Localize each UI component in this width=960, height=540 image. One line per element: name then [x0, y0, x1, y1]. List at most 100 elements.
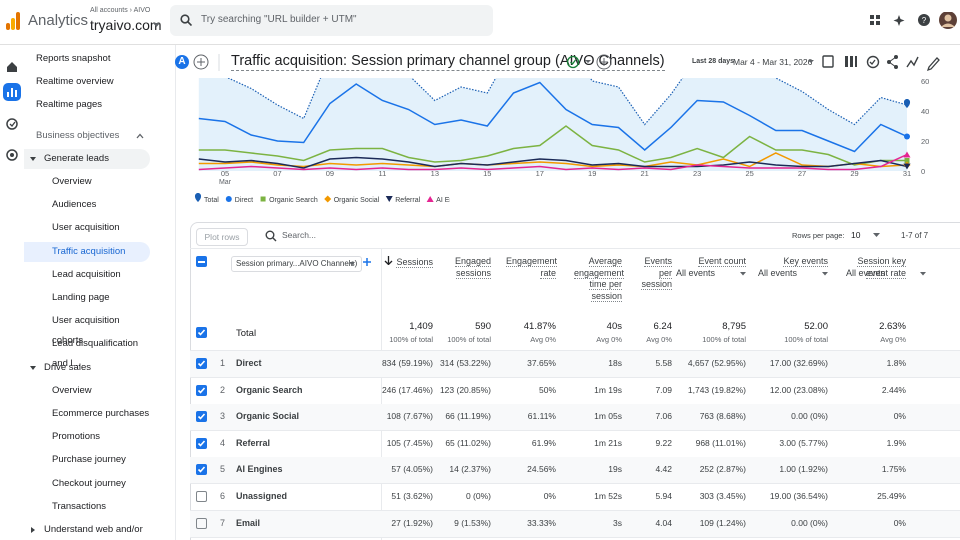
nav-link[interactable]: User acquisition — [52, 222, 120, 234]
row-checkbox-checked[interactable] — [196, 384, 207, 396]
group-caret[interactable] — [30, 365, 36, 371]
dimension-caret[interactable] — [349, 262, 356, 267]
column-header[interactable]: Session key event rate — [836, 256, 906, 279]
column-header[interactable]: Average engagement time per session — [574, 256, 625, 302]
header-icons[interactable]: ? — [868, 12, 958, 32]
user-avatar[interactable]: A — [178, 56, 186, 67]
title-actions[interactable] — [565, 53, 615, 71]
rows-per-page-caret[interactable] — [873, 233, 881, 239]
table-divider — [190, 248, 960, 249]
column-header[interactable]: Engaged sessions — [441, 256, 491, 279]
report-title: Traffic acquisition: Session primary cha… — [231, 53, 665, 71]
cell-value: 763 (8.68%) — [699, 411, 746, 422]
cell-value: 19s — [608, 464, 622, 475]
cell-value: 24.56% — [527, 464, 556, 475]
column-label[interactable]: Engaged sessions — [454, 256, 491, 279]
dimension-selector-box[interactable] — [231, 256, 362, 272]
nav-link[interactable]: Transactions — [52, 500, 107, 512]
column-header[interactable]: Sessions — [363, 256, 433, 269]
nav-link[interactable]: Ecommerce purchases — [52, 408, 150, 419]
row-checkbox-checked[interactable] — [196, 464, 207, 476]
row-checkbox-checked[interactable] — [196, 358, 207, 369]
total-value: 2.63% — [879, 321, 906, 332]
column-header[interactable]: Engagement rate — [506, 256, 558, 279]
nav-link[interactable]: Realtime overview — [36, 76, 114, 88]
nav-link[interactable]: Audiences — [52, 199, 97, 211]
date-label[interactable]: Last 28 days — [692, 58, 735, 65]
section-chevron[interactable] — [136, 133, 144, 139]
table-row[interactable] — [190, 351, 960, 377]
metric-selector[interactable]: All events — [846, 268, 886, 278]
nav-section[interactable]: Business objectives — [36, 129, 120, 141]
property-selector[interactable]: tryaivo.com — [90, 17, 162, 33]
nav-link[interactable]: Lead acquisition — [52, 268, 121, 280]
total-value: 8,795 — [722, 321, 746, 332]
table-row[interactable] — [190, 457, 960, 484]
column-label[interactable]: Events per session — [641, 256, 672, 290]
nav-link[interactable]: Realtime pages — [36, 99, 103, 111]
cell-value: 17.00 (32.69%) — [769, 358, 828, 368]
nav-link[interactable]: Purchase journey — [52, 454, 126, 466]
column-label[interactable]: Engagement rate — [506, 256, 558, 279]
nav-link-selected[interactable]: Traffic acquisition — [24, 241, 150, 262]
nav-link[interactable]: Overview — [52, 384, 92, 396]
cell-value: 3.00 (5.77%) — [779, 437, 828, 448]
plot-rows-button[interactable]: Plot rows — [196, 228, 248, 246]
nav-group[interactable]: Understand web and/or app t... — [44, 524, 143, 535]
y-tick-label: 0 — [921, 167, 925, 176]
nav-group[interactable]: Generate leads — [24, 148, 150, 169]
metric-selector[interactable]: All events — [676, 268, 716, 278]
dimension-selector[interactable]: Session primary...AIVO Channels) — [236, 259, 358, 268]
nav-group[interactable]: Drive sales — [44, 361, 91, 373]
column-label[interactable]: Average engagement time per session — [574, 256, 625, 302]
row-checkbox[interactable] — [196, 517, 207, 529]
nav-link[interactable]: User acquisition cohorts — [52, 315, 120, 347]
nav-link[interactable]: Lead disqualification and l... — [52, 338, 139, 370]
select-all-checkbox[interactable] — [196, 256, 207, 267]
nav-link[interactable]: Overview — [52, 176, 92, 187]
cell-value: 1.9% — [886, 437, 906, 448]
column-header[interactable]: Event count — [676, 256, 746, 268]
column-header[interactable]: Key events — [758, 256, 828, 268]
property-caret[interactable] — [153, 23, 160, 28]
metric-selector[interactable]: All events — [758, 268, 798, 278]
total-sub: Avg 0% — [596, 335, 622, 344]
breadcrumb[interactable]: All accounts › AIVO — [90, 7, 151, 14]
metric-caret[interactable] — [822, 272, 828, 277]
nav-link[interactable]: Landing page — [52, 292, 110, 303]
x-tick-label: 13 — [431, 169, 439, 178]
nav-link[interactable]: Checkout journey — [52, 477, 126, 489]
column-label[interactable]: Event count — [698, 256, 746, 267]
column-label[interactable]: Sessions — [396, 257, 433, 268]
table-search[interactable]: Search... — [282, 230, 317, 240]
analytics-logo[interactable] — [6, 12, 20, 30]
row-checkbox-checked[interactable] — [196, 437, 207, 449]
row-divider — [190, 483, 960, 485]
group-caret[interactable] — [30, 527, 36, 533]
row-checkbox[interactable] — [196, 491, 207, 502]
rows-per-page-select[interactable]: 10 — [851, 230, 861, 240]
column-label[interactable]: Key events — [783, 256, 828, 267]
row-checkbox-checked[interactable] — [196, 327, 207, 338]
report-toolbar-icons[interactable] — [805, 52, 945, 72]
table-row[interactable] — [190, 404, 960, 431]
column-header[interactable]: Events per session — [632, 256, 672, 291]
end-marker — [904, 158, 910, 163]
metric-caret[interactable] — [740, 272, 746, 277]
total-sub: 100% of total — [702, 335, 746, 344]
column-label[interactable]: Session key event rate — [857, 256, 906, 279]
left-rail[interactable] — [0, 50, 24, 170]
search-box[interactable] — [170, 5, 493, 36]
table-row[interactable] — [190, 510, 960, 537]
add-dimension[interactable] — [362, 257, 372, 267]
nav-link[interactable]: Reports snapshot — [36, 53, 111, 64]
row-checkbox-checked[interactable] — [196, 411, 207, 423]
metric-caret[interactable] — [920, 272, 926, 277]
nav-link[interactable]: Promotions — [52, 431, 101, 443]
group-caret[interactable] — [30, 156, 36, 162]
sort-arrow[interactable] — [384, 256, 393, 266]
date-range[interactable]: Mar 4 - Mar 31, 2026 — [733, 57, 813, 67]
report-header-buttons[interactable] — [174, 53, 224, 73]
search-placeholder[interactable]: Try searching "URL builder + UTM" — [201, 14, 357, 25]
